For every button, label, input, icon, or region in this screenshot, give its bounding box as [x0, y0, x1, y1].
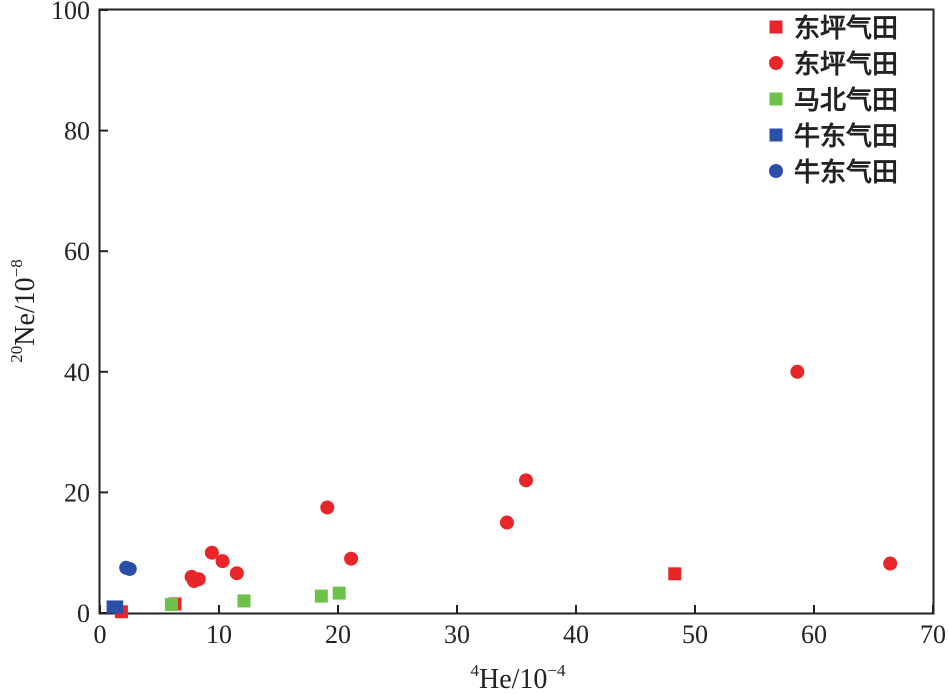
- data-point: [191, 572, 206, 587]
- legend-label: 马北气田: [794, 85, 898, 116]
- plot-frame: [98, 8, 935, 615]
- data-point: [320, 500, 335, 515]
- x-tick-label: 40: [563, 620, 589, 649]
- x-tick-label: 20: [325, 620, 351, 649]
- data-point: [332, 586, 346, 600]
- data-point: [499, 515, 514, 530]
- y-axis-title: 20Ne/10−8: [7, 259, 41, 363]
- x-axis-title-base: He/10: [479, 664, 547, 694]
- data-point: [883, 556, 898, 571]
- data-point: [314, 589, 328, 603]
- data-point: [164, 598, 178, 612]
- y-tick-label: 60: [64, 237, 90, 266]
- x-axis: 0 10 20 30 40 50 60 70: [94, 605, 946, 649]
- legend-marker: [769, 92, 783, 106]
- y-axis: 0 20 40 60 80 100: [51, 0, 108, 628]
- data-point: [237, 594, 251, 608]
- y-axis-title-exp: −8: [7, 259, 26, 277]
- legend-label: 牛东气田: [794, 121, 898, 152]
- legend-label: 牛东气田: [794, 157, 898, 188]
- legend-marker: [769, 20, 783, 34]
- y-tick-label: 100: [51, 0, 90, 25]
- data-point: [790, 364, 805, 379]
- legend-marker: [769, 56, 783, 70]
- x-tick-label: 30: [444, 620, 470, 649]
- x-tick-label: 70: [920, 620, 946, 649]
- data-point: [519, 473, 534, 488]
- y-axis-title-base: Ne/10: [10, 277, 41, 345]
- y-axis-title-sup: 20: [7, 346, 26, 363]
- data-point: [204, 545, 219, 560]
- data-points: [106, 364, 898, 619]
- x-axis-title-sup: 4: [470, 661, 479, 680]
- legend-label: 东坪气田: [794, 13, 898, 44]
- y-tick-label: 40: [64, 358, 90, 387]
- y-tick-label: 0: [77, 599, 90, 628]
- x-axis-title: 4He/10−4: [470, 661, 566, 694]
- data-point: [668, 567, 682, 581]
- y-tick-label: 80: [64, 117, 90, 146]
- data-point: [122, 561, 137, 576]
- legend-marker: [769, 164, 783, 178]
- data-point: [110, 600, 124, 614]
- x-tick-label: 10: [206, 620, 232, 649]
- x-axis-title-exp: −4: [547, 661, 566, 680]
- x-tick-label: 0: [94, 620, 107, 649]
- x-tick-label: 50: [682, 620, 708, 649]
- data-point: [215, 554, 230, 569]
- data-point: [344, 551, 359, 566]
- y-tick-label: 20: [64, 478, 90, 507]
- legend-label: 东坪气田: [794, 49, 898, 80]
- legend-marker: [769, 128, 783, 142]
- data-point: [229, 566, 244, 581]
- plot-area-frame: [98, 8, 935, 615]
- x-tick-label: 60: [801, 620, 827, 649]
